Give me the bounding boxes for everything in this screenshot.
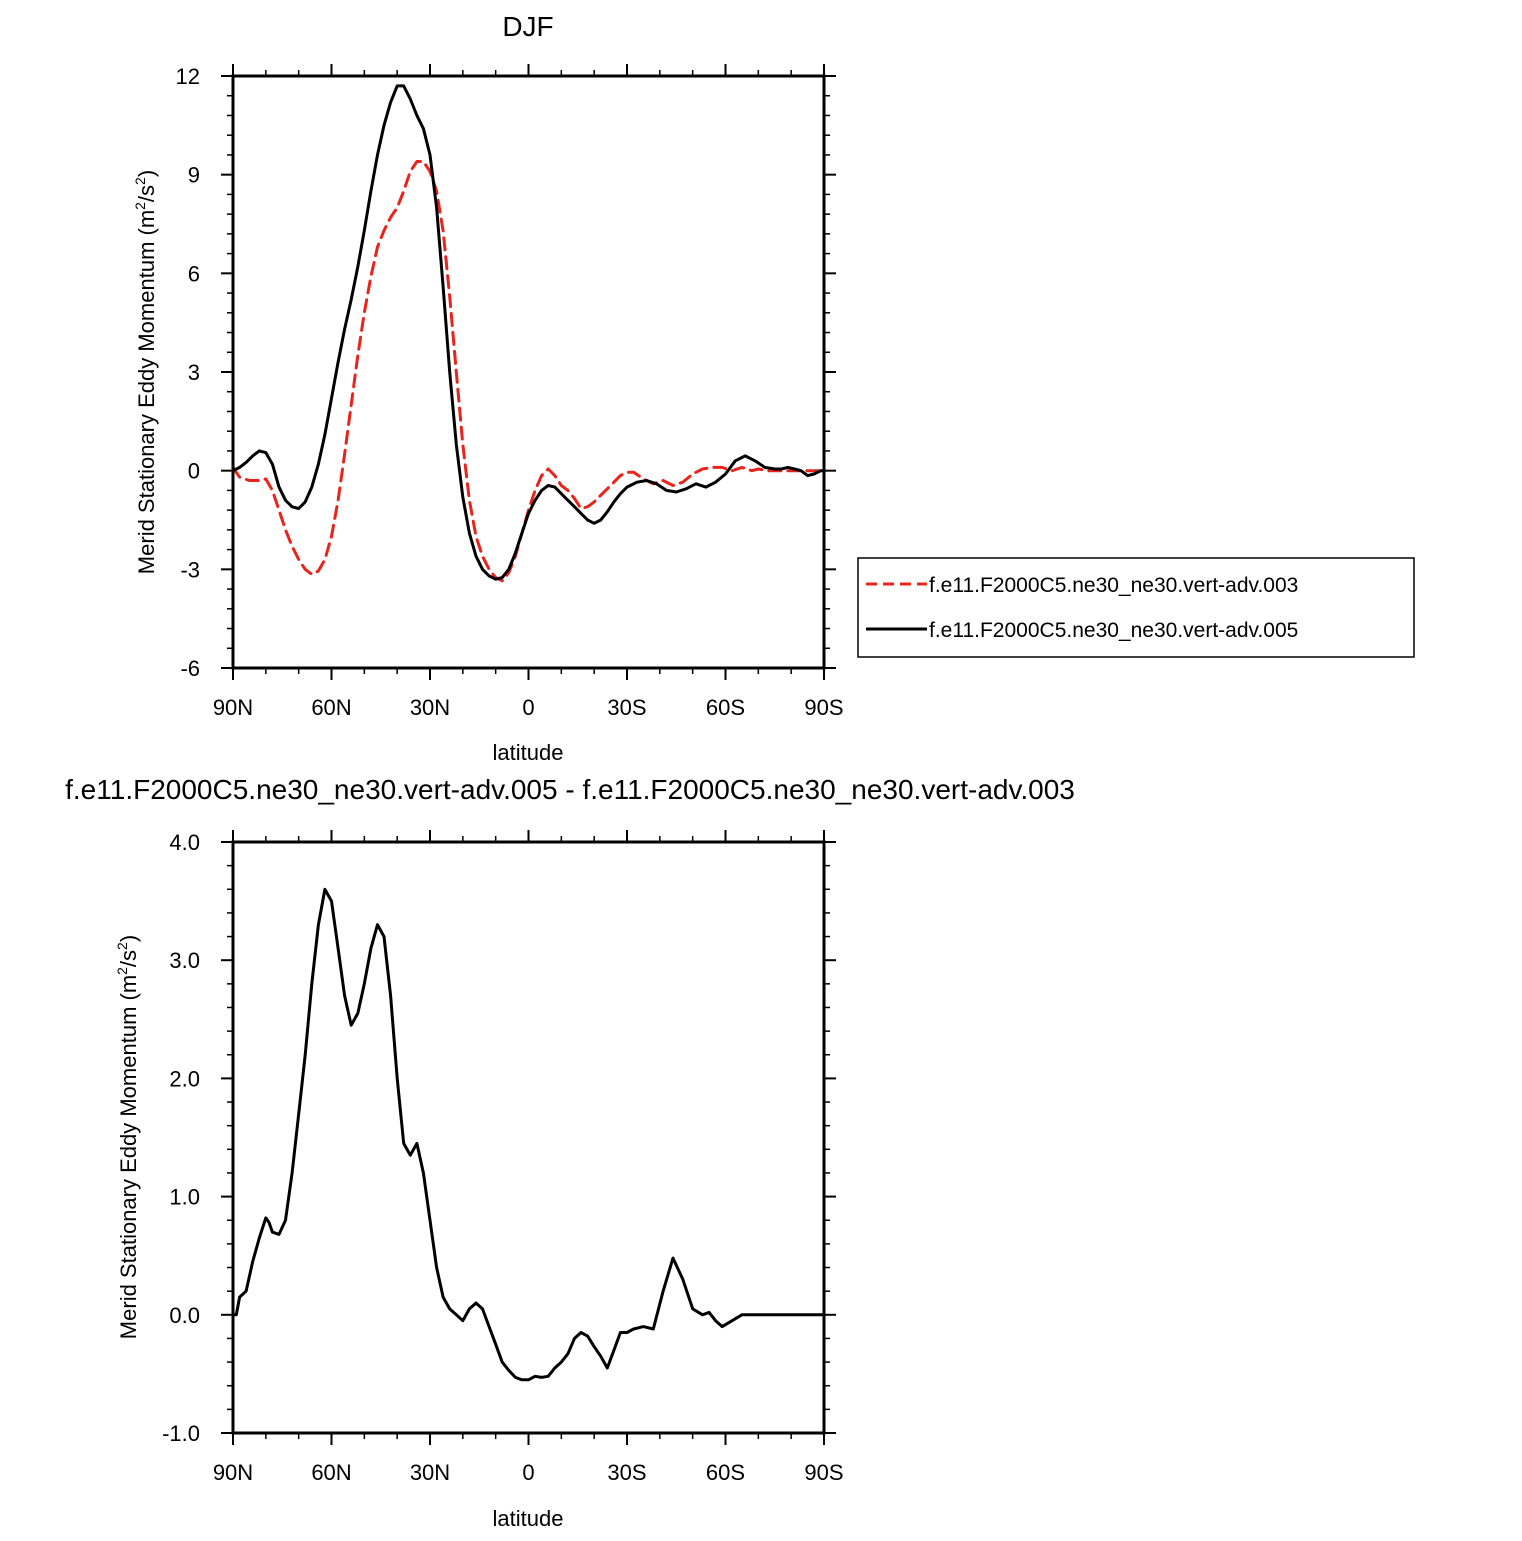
bottom-x-axis-label: latitude	[493, 1506, 564, 1531]
x-tick-label: 90S	[804, 695, 843, 720]
y-tick-label: -6	[180, 656, 200, 681]
x-tick-label: 90S	[804, 1460, 843, 1485]
x-tick-label: 90N	[213, 1460, 253, 1485]
top-panel: DJF 90N 60N 30N 0 30S 60S 90S -6 -3 0 3 6 9 12 latitu…	[132, 11, 1415, 765]
x-tick-label: 60N	[311, 695, 351, 720]
y-tick-label: 0	[188, 459, 200, 484]
bottom-plot-frame	[231, 840, 826, 1435]
top-y-axis-label: Merid Stationary Eddy Momentum (m2/s2)	[132, 170, 159, 574]
y-tick-label: 12	[176, 64, 200, 89]
x-tick-label: 30N	[410, 695, 450, 720]
top-legend: f.e11.F2000C5.ne30_ne30.vert-adv.003 f.e…	[857, 557, 1415, 658]
x-tick-label: 60N	[311, 1460, 351, 1485]
y-tick-label: 3	[188, 360, 200, 385]
x-tick-label: 60S	[706, 695, 745, 720]
top-axis-ticks: 90N 60N 30N 0 30S 60S 90S -6 -3 0 3 6 9 12	[176, 64, 844, 720]
x-tick-label: 30S	[607, 695, 646, 720]
y-tick-label: 6	[188, 261, 200, 286]
y-tick-label: 3.0	[169, 948, 200, 973]
bottom-axis-ticks: 90N 60N 30N 0 30S 60S 90S -1.0 0.0 1.0 2.0 3.0 4.0	[162, 830, 844, 1485]
y-tick-label: -3	[180, 557, 200, 582]
series-line-2	[231, 84, 826, 581]
x-tick-label: 90N	[213, 695, 253, 720]
bottom-panel: f.e11.F2000C5.ne30_ne30.vert-adv.005 - f…	[65, 774, 1075, 1531]
y-tick-label: 4.0	[169, 830, 200, 855]
bottom-y-axis-label: Merid Stationary Eddy Momentum (m2/s2)	[114, 935, 141, 1339]
x-tick-label: 30N	[410, 1460, 450, 1485]
x-tick-label: 60S	[706, 1460, 745, 1485]
y-tick-label: 1.0	[169, 1185, 200, 1210]
y-tick-label: 0.0	[169, 1303, 200, 1328]
y-tick-label: -1.0	[162, 1421, 200, 1446]
top-chart-title: DJF	[502, 11, 553, 42]
bottom-chart-title: f.e11.F2000C5.ne30_ne30.vert-adv.005 - f…	[65, 774, 1075, 805]
y-tick-label: 9	[188, 163, 200, 188]
legend-box	[857, 557, 1415, 658]
legend-entry-series-2: f.e11.F2000C5.ne30_ne30.vert-adv.005	[929, 619, 1298, 642]
series-line-1	[231, 160, 826, 583]
top-plot-frame	[231, 74, 826, 670]
series-line-1	[231, 887, 826, 1382]
x-tick-label: 0	[522, 695, 534, 720]
x-tick-label: 30S	[607, 1460, 646, 1485]
x-tick-label: 0	[522, 1460, 534, 1485]
legend-entry-series-1: f.e11.F2000C5.ne30_ne30.vert-adv.003	[929, 574, 1298, 597]
bottom-series-layer	[231, 887, 826, 1382]
y-tick-label: 2.0	[169, 1066, 200, 1091]
top-x-axis-label: latitude	[493, 740, 564, 765]
top-series-layer	[231, 84, 826, 583]
